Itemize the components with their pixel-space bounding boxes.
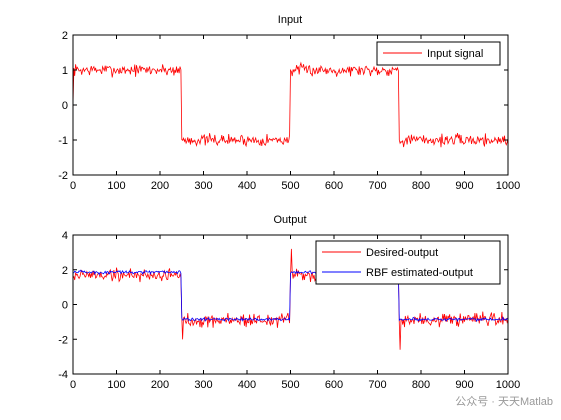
y-tick-label: 2 [62,265,68,277]
output-axes: Output 0 100 200 300 400 500 600 700 800 900 1000 4… [58,214,520,391]
x-tick-label: 100 [107,180,125,192]
y-tick-label: -2 [58,334,68,346]
x-tick-label: 300 [194,180,212,192]
x-tick-label: 500 [281,180,299,192]
x-tick-label: 200 [151,379,169,391]
x-tick-label: 800 [412,180,430,192]
x-tick-label: 500 [281,379,299,391]
input-series-group [72,61,509,148]
input-legend-box [376,41,501,66]
x-tick-label: 600 [325,180,343,192]
x-tick-label: 400 [238,379,256,391]
x-tick-label: 800 [412,379,430,391]
series-line-input [72,61,509,148]
output-ticks: 0 100 200 300 400 500 600 700 800 900 1000 4 2 0 -2 -4 [58,230,520,391]
input-title: Input [278,14,302,26]
output-series-group [72,248,509,350]
y-tick-label: -1 [58,135,68,147]
output-legend-box [315,240,501,285]
output-legend-label-desired: Desired-output [366,247,438,259]
y-tick-label: 2 [62,30,68,42]
x-tick-label: 600 [325,379,343,391]
y-tick-label: 0 [62,100,68,112]
x-tick-label: 300 [194,379,212,391]
input-legend: Input signal [376,41,501,66]
x-tick-label: 700 [368,180,386,192]
y-tick-label: 0 [62,300,68,312]
output-legend-label-rbf: RBF estimated-output [366,267,473,279]
x-tick-label: 400 [238,180,256,192]
x-tick-label: 1000 [496,180,520,192]
x-tick-label: 0 [70,379,76,391]
x-tick-label: 100 [107,379,125,391]
y-tick-label: 4 [62,230,68,242]
x-tick-label: 900 [455,180,473,192]
input-ticks: 0 100 200 300 400 500 600 700 800 900 1000 2 1 0 -1 -2 [58,30,520,192]
series-line-rbf [72,269,509,323]
x-tick-label: 1000 [496,379,520,391]
y-tick-label: 1 [62,65,68,77]
x-tick-label: 900 [455,379,473,391]
x-tick-label: 200 [151,180,169,192]
y-tick-label: -4 [58,369,68,381]
y-tick-label: -2 [58,170,68,182]
input-legend-label: Input signal [427,48,483,60]
x-tick-label: 0 [70,180,76,192]
x-tick-label: 700 [368,379,386,391]
watermark-text: 公众号 · 天天Matlab [455,395,553,408]
input-axes: Input 0 100 200 300 400 500 600 700 800 900 1000 2 1… [58,14,520,192]
output-title: Output [273,214,306,226]
output-legend: Desired-output RBF estimated-output [315,240,501,285]
